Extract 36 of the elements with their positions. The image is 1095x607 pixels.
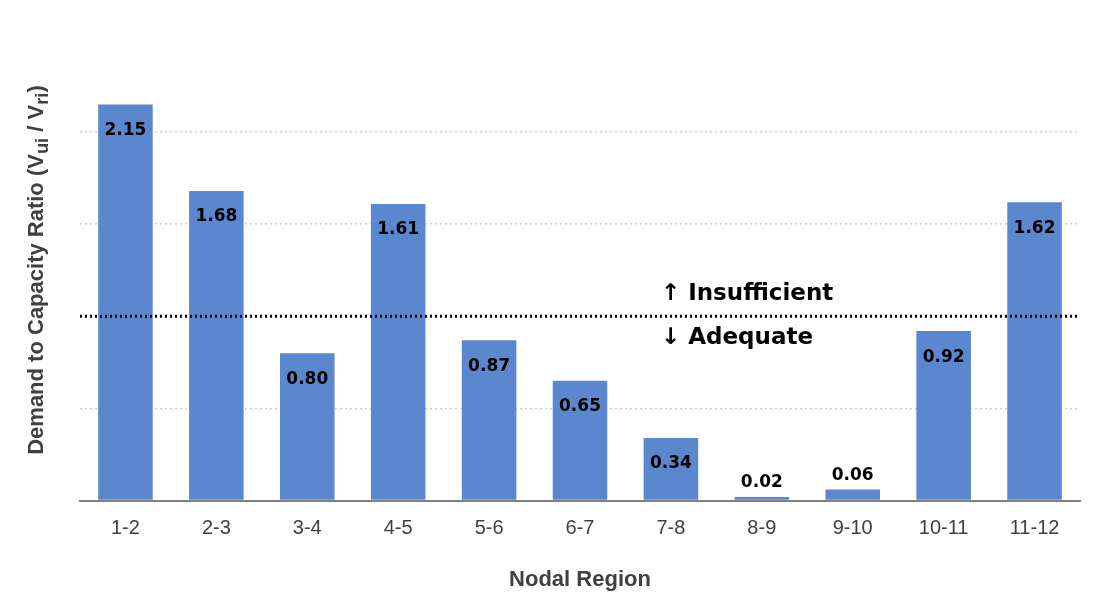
x-axis-title: Nodal Region [509, 565, 651, 591]
data-label: 0.92 [922, 345, 965, 366]
bar [189, 191, 244, 500]
data-label: 1.68 [195, 205, 238, 226]
data-label: 0.80 [286, 367, 329, 388]
x-tick-label: 7-8 [656, 516, 686, 539]
x-tick-label: 6-7 [565, 516, 595, 539]
annotation: ↑ Insufficient [660, 279, 834, 306]
data-label: 0.34 [649, 452, 693, 473]
bar [552, 380, 608, 500]
data-label: 0.87 [468, 354, 511, 375]
bar [461, 340, 517, 500]
x-tick-label: 3-4 [292, 516, 322, 539]
bar [734, 496, 790, 500]
x-tick-label: 2-3 [201, 516, 231, 539]
x-tick-label: 5-6 [474, 516, 504, 539]
x-tick-label: 1-2 [111, 516, 140, 539]
data-label: 1.61 [377, 218, 420, 239]
x-tick-label: 10-11 [918, 516, 969, 539]
bar [98, 104, 153, 500]
data-label: 0.06 [831, 463, 874, 484]
data-label: 0.65 [559, 395, 601, 416]
bar [916, 331, 971, 500]
x-tick-label: 9-10 [832, 516, 873, 539]
bar [280, 353, 335, 500]
bar [643, 437, 699, 500]
data-label: 2.15 [104, 118, 147, 139]
x-tick-label: 8-9 [747, 516, 777, 539]
bar [1007, 202, 1062, 500]
x-tick-label: 4-5 [383, 516, 413, 539]
annotation: ↓ Adequate [660, 323, 814, 350]
bar [825, 489, 880, 500]
bar [370, 203, 426, 500]
x-tick-label: 11-12 [1009, 516, 1060, 539]
data-label: 0.02 [740, 471, 783, 492]
data-label: 1.62 [1013, 216, 1056, 237]
